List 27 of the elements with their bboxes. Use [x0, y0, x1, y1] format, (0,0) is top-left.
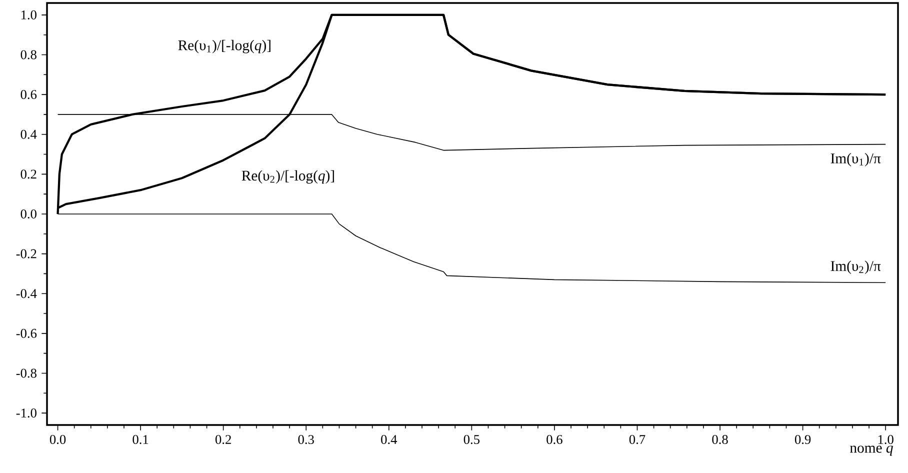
y-tick-label: -1.0: [16, 408, 36, 418]
y-tick-label: -0.2: [16, 249, 36, 258]
text: Re(υ$_{1}$)/[-log(q)]: [178, 40, 270, 54]
x-tick-label: 0.6: [546, 435, 562, 444]
series-label: Re(υ$_{2}$)/[-log(q)]: [242, 170, 334, 184]
x-tick-label: 0.9: [794, 435, 811, 444]
y-tick-label: 0.8: [20, 50, 36, 60]
x-tick-label: 0.3: [298, 435, 314, 444]
x-tick-label: 0.4: [381, 435, 398, 444]
x-tick-label: 0.5: [464, 435, 480, 444]
y-tick-label: 0.0: [20, 209, 36, 219]
series-label: Im(υ$_{2}$)/π: [830, 260, 881, 274]
y-tick-label: 0.2: [20, 170, 36, 179]
y-tick-label: -0.8: [16, 368, 36, 378]
y-tick-label: 1.0: [21, 10, 36, 20]
y-tick-label: -0.4: [16, 289, 37, 298]
x-tick-label: 0.1: [132, 435, 148, 444]
series-label: Im(υ$_{1}$)/π: [830, 153, 881, 166]
x-tick-label: 1.0: [878, 435, 894, 444]
x-tick-label: 0.8: [712, 435, 728, 444]
y-tick-label: -0.6: [16, 328, 37, 338]
y-tick-label: 0.6: [20, 90, 37, 100]
x-tick-label: 0.0: [50, 435, 66, 444]
x-axis-title: nome q: [850, 446, 893, 456]
y-tick-label: 0.4: [20, 130, 37, 139]
x-tick-label: 0.2: [216, 435, 231, 444]
x-tick-label: 0.7: [629, 435, 646, 444]
